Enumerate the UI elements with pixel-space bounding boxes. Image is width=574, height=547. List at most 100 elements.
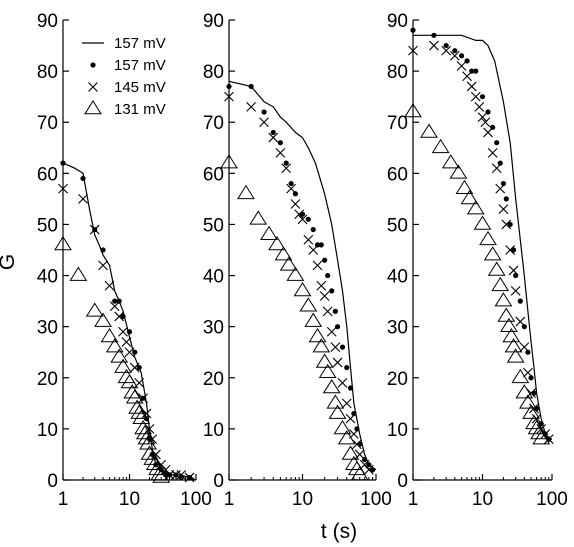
series-dot-point [525,349,531,355]
series-dot-point [322,257,328,263]
y-tick-label: 20 [387,369,408,390]
series-dot-point [126,329,133,335]
series-cross-point [316,280,327,291]
series-cross-point [352,439,362,450]
series-cross-point [268,132,279,143]
y-tick-label: 30 [387,318,408,339]
series-triangle-point [315,353,334,368]
series-dot-point [503,196,509,202]
series-cross-point [297,214,308,225]
y-axis-title: G [0,254,19,270]
y-tick-label: 30 [37,318,58,339]
x-tick-label: 100 [360,489,392,510]
series-cross-point [466,81,477,92]
series-cross-point [523,367,533,378]
series-cross-point [341,398,352,409]
series-cross-point [462,71,472,82]
y-tick-label: 40 [37,267,58,288]
series-dot-point [136,364,142,371]
y-tick-label: 30 [203,318,224,339]
series-cross-point [345,413,356,424]
series-triangle-point [69,266,88,281]
series-dot-point [226,83,232,90]
series-cross-point [246,102,257,112]
series-dot-point [283,160,289,166]
series-cross-point [330,342,341,352]
series-triangle-point [522,404,540,419]
legend-dot-swatch [90,62,96,68]
y-tick-label: 80 [203,62,224,83]
series-triangle-point [135,425,154,440]
series-cross-point [337,378,348,388]
series-cross-point [441,45,452,56]
series-dot-point [410,27,416,33]
series-triangle-point [299,297,318,312]
x-tick-label: 100 [180,489,212,510]
series-triangle-point [431,138,450,154]
y-tick-label: 90 [37,11,58,32]
series-cross-point [121,337,132,347]
series-triangle-point [473,215,492,230]
series-cross-point [303,234,314,245]
series-cross-point [319,291,330,301]
series-triangle-point [137,430,156,445]
series-triangle-point [460,189,479,205]
series-triangle-point [110,348,129,363]
series-cross-point [290,199,301,209]
series-triangle-point [506,348,525,363]
series-dot-point [112,298,118,304]
series-dot-point [292,191,298,197]
series-triangle-point [337,430,356,445]
y-tick-label: 40 [387,267,408,288]
y-tick-label: 20 [203,369,224,390]
series-cross-point [480,117,491,128]
series-dot-point [517,298,523,304]
panel-1: 0 10 20 30 40 50 60 70 80 90 1 10 100 157 mV 157 mV 145… [37,11,212,510]
series-triangle-point [341,445,360,460]
series-triangle-point [130,404,149,419]
series-dot-point [277,140,283,146]
series-cross-point [429,40,439,51]
legend-label: 157 mV [114,57,166,74]
y-tick-label: 60 [387,164,408,185]
y-tick-label: 70 [37,113,58,134]
series-triangle-point [100,327,119,343]
series-triangle-point [237,184,255,200]
x-tick-label: 1 [408,489,419,510]
series-triangle-point [286,266,305,281]
y-tick-label: 20 [37,369,58,390]
series-cross-point [109,301,120,312]
series-cross-point [312,260,323,271]
series-triangle-point [466,200,485,215]
series-triangle-point [491,276,510,292]
y-tick-label: 70 [387,113,408,134]
series-dot-point [473,68,479,74]
series-triangle-point [350,465,369,481]
series-triangle-point [105,338,124,353]
series-cross-point [505,245,516,255]
series-cross-point [510,286,521,296]
series-triangle-point [128,399,146,414]
series-cross-point [354,449,365,460]
y-tick-label: 50 [203,215,224,236]
series-dot-point [318,242,324,248]
x-tick-label: 1 [224,489,235,510]
series-cross-point [286,183,297,194]
series-triangle-point [134,419,152,435]
legend-triangle-swatch [84,100,102,115]
series-triangle-point [483,246,502,261]
series-dot-point [507,221,513,228]
series-cross-point [332,357,343,368]
series-dot-point [288,180,294,187]
series-cross-point [58,183,68,194]
series-triangle-point [322,379,341,394]
series-triangle-point [145,455,164,470]
series-cross-point [495,183,506,194]
series-cross-point [519,342,530,352]
series-cross-point [477,112,488,122]
series-cross-point [449,50,460,61]
series-triangle-point [479,230,497,246]
y-tick-label: 90 [203,11,224,32]
series-triangle-point [152,468,171,483]
series-cross-point [483,127,493,138]
